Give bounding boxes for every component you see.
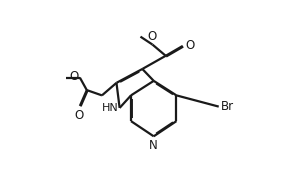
Text: Br: Br (221, 100, 234, 113)
Text: HN: HN (102, 102, 119, 113)
Text: O: O (185, 39, 194, 52)
Text: N: N (149, 139, 158, 152)
Text: O: O (69, 70, 78, 83)
Text: O: O (74, 109, 84, 122)
Text: O: O (148, 30, 157, 43)
